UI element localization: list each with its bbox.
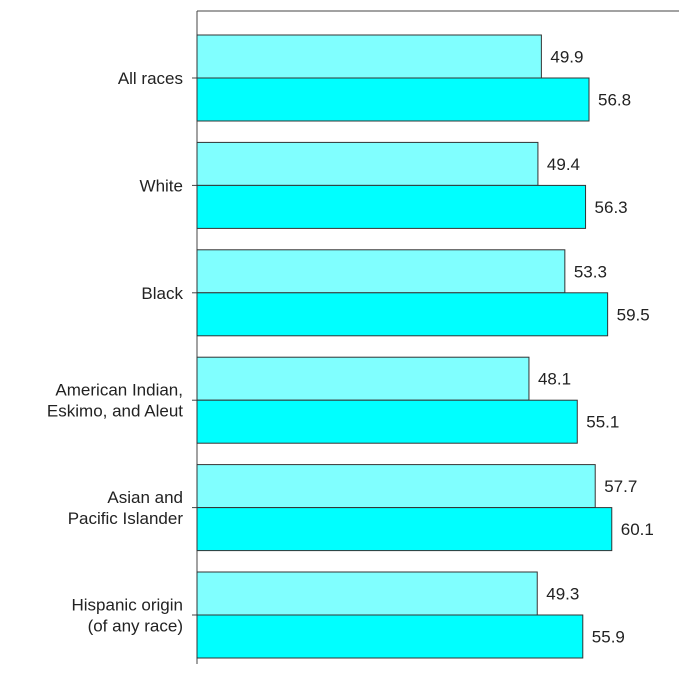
value-label: 48.1: [538, 370, 571, 389]
bar: [196, 249, 566, 294]
value-label: 53.3: [574, 262, 607, 281]
value-label: 59.5: [617, 305, 650, 324]
category-label: Pacific Islander: [68, 509, 184, 528]
bar: [196, 507, 613, 552]
bar: [196, 571, 538, 616]
bar: [196, 141, 539, 186]
value-label: 56.8: [598, 91, 631, 110]
category-label: White: [140, 176, 183, 195]
bar: [196, 356, 530, 401]
category-label: All races: [118, 69, 183, 88]
value-label: 55.9: [592, 628, 625, 647]
value-label: 60.1: [621, 520, 654, 539]
value-label: 55.1: [586, 413, 619, 432]
bar: [196, 464, 596, 509]
bar: [196, 184, 587, 229]
bar: [196, 77, 590, 122]
category-label: Asian and: [107, 488, 183, 507]
bar: [196, 292, 609, 337]
value-label: 49.3: [546, 585, 579, 604]
category-label: Eskimo, and Aleut: [47, 402, 183, 421]
bar: [196, 34, 542, 79]
category-label: American Indian,: [55, 381, 183, 400]
category-label: Hispanic origin: [72, 596, 184, 615]
category-label: (of any race): [88, 617, 183, 636]
value-label: 49.4: [547, 155, 580, 174]
value-label: 57.7: [604, 477, 637, 496]
bar: [196, 614, 584, 659]
category-label: Black: [141, 284, 183, 303]
bar: [196, 399, 578, 444]
value-label: 49.9: [550, 48, 583, 67]
value-label: 56.3: [595, 198, 628, 217]
